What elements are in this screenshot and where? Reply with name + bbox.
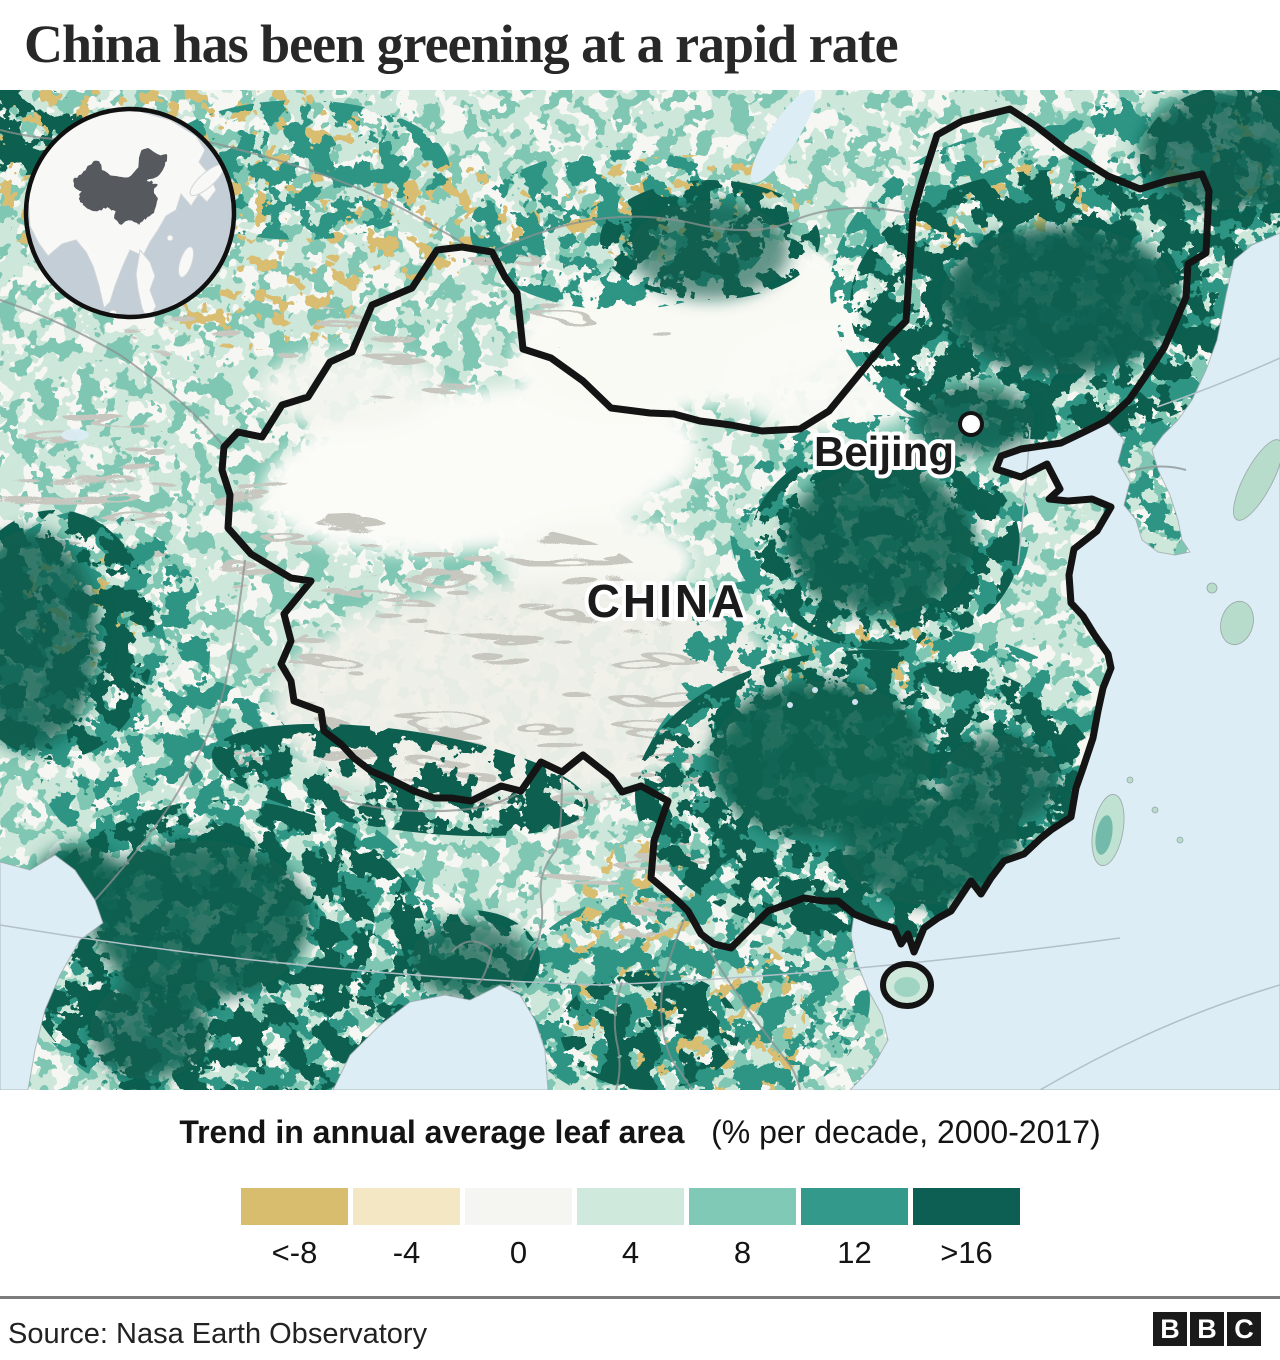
legend-scale: <-8 -4 0 4 8 12 xyxy=(241,1188,1020,1271)
legend-label: 4 xyxy=(621,1235,640,1270)
lake-baikal xyxy=(750,89,816,183)
legend-swatch xyxy=(465,1188,572,1225)
legend-label: 8 xyxy=(733,1235,752,1270)
locator-globe xyxy=(23,106,237,320)
bay-of-bengal xyxy=(332,984,549,1091)
legend-label: >16 xyxy=(940,1235,993,1270)
china-label: CHINA xyxy=(587,575,748,627)
legend-title: Trend in annual average leaf area (% per… xyxy=(0,1114,1280,1151)
map-canvas: Beijing CHINA xyxy=(0,60,1280,1115)
lake-issyk-kul xyxy=(61,429,89,441)
greening-map: Beijing CHINA xyxy=(0,60,1280,1115)
japan-kyushu xyxy=(1220,600,1254,646)
legend-label: <-8 xyxy=(271,1235,318,1270)
legend-swatch xyxy=(353,1188,460,1225)
legend-swatch xyxy=(801,1188,908,1225)
legend-class: -4 xyxy=(353,1188,460,1271)
legend-label: -4 xyxy=(392,1235,421,1270)
legend-label: 12 xyxy=(837,1235,872,1270)
beijing-label: Beijing xyxy=(814,428,954,475)
japan-honshu xyxy=(1233,439,1280,521)
bbc-logo-letter: B xyxy=(1190,1312,1224,1346)
bbc-logo-letter: C xyxy=(1227,1312,1261,1346)
islands xyxy=(880,439,1280,1009)
dense-forest-cores xyxy=(0,90,1280,1080)
legend-swatch xyxy=(913,1188,1020,1225)
legend-label: 0 xyxy=(509,1235,528,1270)
legend-swatch xyxy=(241,1188,348,1225)
beijing-marker xyxy=(958,411,984,437)
legend-class: 0 xyxy=(465,1188,572,1271)
legend-title-note: (% per decade, 2000-2017) xyxy=(711,1114,1101,1150)
source-credit: Source: Nasa Earth Observatory xyxy=(8,1318,428,1350)
legend: Trend in annual average leaf area (% per… xyxy=(0,1090,1280,1296)
page-title: China has been greening at a rapid rate xyxy=(24,14,899,74)
footer-divider xyxy=(0,1296,1280,1299)
legend-class: <-8 xyxy=(241,1188,348,1271)
legend-class: 4 xyxy=(577,1188,684,1271)
legend-swatch xyxy=(689,1188,796,1225)
bbc-logo: B B C xyxy=(1153,1312,1261,1346)
legend-swatch xyxy=(577,1188,684,1225)
legend-class: >16 xyxy=(913,1188,1020,1271)
country-borders xyxy=(0,129,1187,1091)
bbc-logo-letter: B xyxy=(1153,1312,1187,1346)
legend-title-bold: Trend in annual average leaf area xyxy=(179,1114,685,1150)
legend-class: 8 xyxy=(689,1188,796,1271)
footer: Source: Nasa Earth Observatory B B C xyxy=(0,1296,1280,1360)
legend-class: 12 xyxy=(801,1188,908,1271)
